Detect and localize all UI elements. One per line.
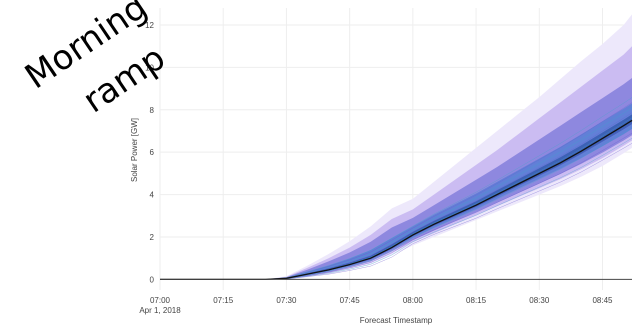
x-tick-label: 07:45 xyxy=(340,296,361,305)
x-tick-label: 07:00 xyxy=(150,296,171,305)
x-tick-label: 07:15 xyxy=(213,296,234,305)
y-tick-label: 10 xyxy=(145,63,154,72)
x-tick-label: 08:45 xyxy=(592,296,613,305)
y-tick-label: 12 xyxy=(145,21,154,30)
x-axis-title: Forecast Timestamp xyxy=(360,316,433,325)
y-tick-labels: 0 2 4 6 8 10 12 xyxy=(145,21,154,284)
y-tick-label: 8 xyxy=(150,106,155,115)
x-tick-label: 07:30 xyxy=(276,296,297,305)
y-tick-label: 0 xyxy=(150,275,155,284)
forecast-bands xyxy=(160,14,633,280)
y-tick-label: 6 xyxy=(150,148,155,157)
y-axis-title: Solar Power [GW] xyxy=(130,118,139,182)
x-axis-sub-label: Apr 1, 2018 xyxy=(139,306,181,315)
x-tick-label: 08:30 xyxy=(529,296,550,305)
x-tick-labels: 07:00 07:15 07:30 07:45 08:00 08:15 08:30 08:45 xyxy=(150,296,613,305)
y-tick-label: 2 xyxy=(150,233,155,242)
y-tick-label: 4 xyxy=(150,191,155,200)
x-tick-label: 08:15 xyxy=(466,296,487,305)
x-tick-label: 08:00 xyxy=(403,296,424,305)
